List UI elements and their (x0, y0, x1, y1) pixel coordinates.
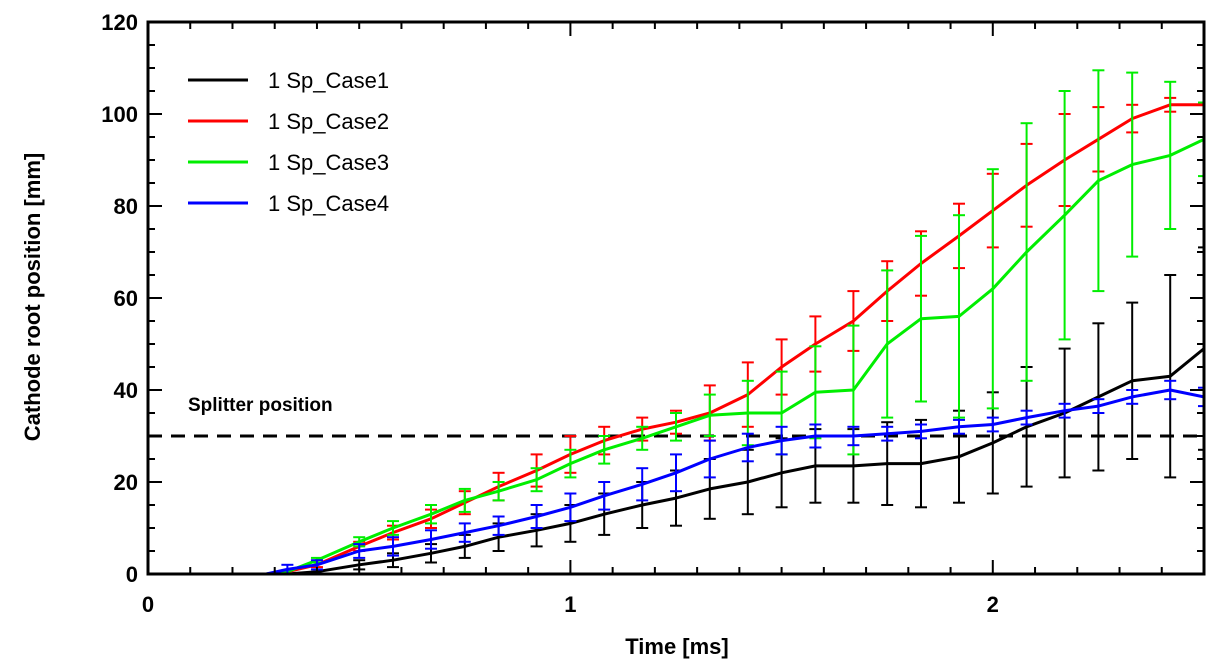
legend-item: 1 Sp_Case1 (188, 68, 389, 93)
legend-label: 1 Sp_Case2 (268, 109, 389, 134)
y-tick-label: 80 (114, 194, 138, 219)
series-line (265, 388, 1204, 574)
y-tick-label: 40 (114, 378, 138, 403)
legend-label: 1 Sp_Case4 (268, 191, 389, 216)
x-axis-title: Time [ms] (625, 634, 729, 659)
splitter-label: Splitter position (188, 395, 333, 416)
y-axis-title: Cathode root position [mm] (20, 153, 45, 441)
series-line (266, 103, 1204, 574)
legend-item: 1 Sp_Case2 (188, 109, 389, 134)
y-tick-label: 20 (114, 470, 138, 495)
legend-item: 1 Sp_Case3 (188, 150, 389, 175)
y-tick-label: 100 (101, 102, 138, 127)
legend: 1 Sp_Case1 1 Sp_Case2 1 Sp_Case3 1 Sp_Case4 (188, 68, 389, 216)
y-tick-label: 120 (101, 10, 138, 35)
legend-label: 1 Sp_Case1 (268, 68, 389, 93)
legend-item: 1 Sp_Case4 (188, 191, 389, 216)
series-1-sp-case2 (266, 96, 1204, 574)
series-1-sp-case4 (265, 379, 1204, 574)
legend-label: 1 Sp_Case3 (268, 150, 389, 175)
x-tick-label: 0 (142, 592, 154, 617)
y-tick-label: 60 (114, 286, 138, 311)
plot-area (148, 69, 1204, 574)
y-tick-label: 0 (126, 562, 138, 587)
x-tick-label: 1 (564, 592, 576, 617)
x-tick-label: 2 (987, 592, 999, 617)
series-line (266, 137, 1204, 574)
series-1-sp-case3 (266, 69, 1204, 574)
series-line (266, 347, 1204, 574)
